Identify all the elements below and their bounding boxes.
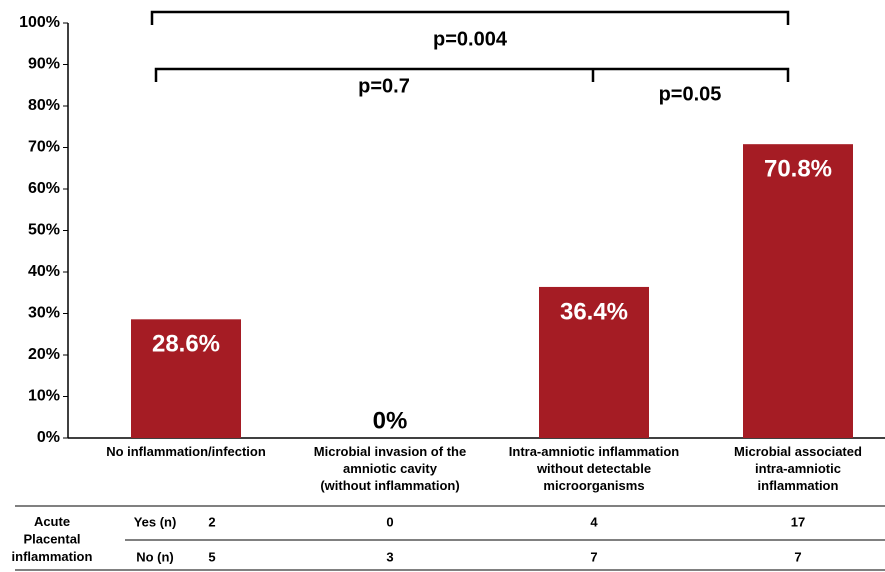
y-tick-label: 10% (28, 388, 60, 405)
y-tick-label: 30% (28, 305, 60, 322)
y-tick-label: 90% (28, 56, 60, 73)
table-cell: 5 (208, 549, 215, 564)
p-value: p=0.004 (433, 28, 508, 50)
y-tick-label: 70% (28, 139, 60, 156)
value-label: 70.8% (764, 156, 832, 183)
x-tick-label: Microbial associated intra-amniotic inflam… (734, 444, 862, 493)
table-cell: 7 (590, 549, 597, 564)
y-tick-label: 100% (19, 14, 60, 31)
p-value: p=0.05 (659, 83, 722, 105)
bracket (154, 67, 790, 82)
y-tick-label: 20% (28, 346, 60, 363)
x-tick-label: No inflammation/infection (106, 444, 266, 459)
table-cell: 4 (590, 514, 598, 529)
bracket (150, 10, 790, 25)
row-header: Acute Placental inflammation (12, 514, 93, 564)
p-value: p=0.7 (358, 75, 410, 97)
value-label: 36.4% (560, 298, 628, 325)
table-cell: 17 (791, 514, 805, 529)
y-tick-label: 0% (37, 429, 60, 446)
y-tick-label: 60% (28, 180, 60, 197)
table-cell: 2 (208, 514, 215, 529)
row-label: No (n) (136, 549, 174, 564)
table-cell: 3 (386, 549, 393, 564)
y-tick-label: 80% (28, 97, 60, 114)
y-tick-label: 40% (28, 263, 60, 280)
table-cell: 7 (794, 549, 801, 564)
y-tick-label: 50% (28, 222, 60, 239)
bar (131, 319, 241, 438)
bar (743, 144, 853, 438)
row-label: Yes (n) (134, 514, 177, 529)
bar (539, 286, 649, 438)
value-label: 28.6% (152, 331, 220, 358)
x-tick-label: Microbial invasion of the amniotic cavity… (314, 444, 466, 493)
x-tick-label: Intra-amniotic inflammation without detec… (509, 444, 680, 493)
table-cell: 0 (386, 514, 393, 529)
value-label: 0% (373, 407, 408, 434)
